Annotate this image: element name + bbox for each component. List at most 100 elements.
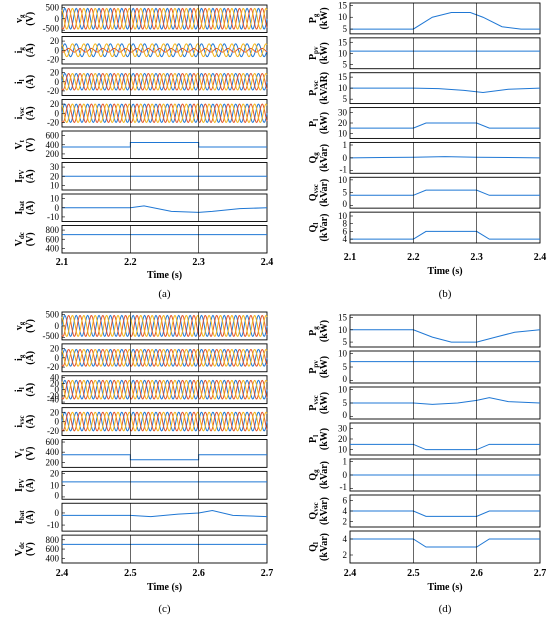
y-axis-unit: (A) (25, 75, 36, 89)
y-tick-label: 0 (55, 385, 60, 395)
phase-c-trace (61, 411, 268, 432)
y-tick-label: 20 (50, 36, 60, 46)
subplot-i-l: 200-20 il (A) (14, 67, 268, 96)
y-axis-unit: (kVar) (319, 214, 330, 242)
y-tick-label: 600 (46, 544, 60, 554)
y-tick-label: 600 (46, 234, 60, 244)
x-tick-label: 2.6 (192, 568, 205, 579)
y-axis-unit: (kW) (319, 356, 330, 378)
y-tick-label: 0 (343, 153, 348, 163)
signal-trace (350, 443, 540, 451)
phase-b-trace (61, 379, 268, 400)
subplot-Q-l: 4 2 Ql (kVar) (308, 530, 541, 564)
y-tick-label: 0 (343, 199, 348, 209)
panel-caption: (a) (158, 288, 171, 300)
subplot-Q-g: 10-1Qg (kVar) (308, 140, 541, 174)
y-tick-label: -20 (47, 391, 59, 401)
y-tick-label: 0 (55, 321, 60, 331)
y-tick-label: 400 (46, 140, 60, 150)
panel-caption: (b) (439, 288, 452, 300)
y-tick-label: 10 (50, 180, 60, 190)
x-tick-label: 2.3 (470, 252, 483, 263)
plot-frame (349, 350, 541, 384)
y-tick-label: 2 (343, 517, 348, 527)
subplot-P-g: 15 10 5 Pg (kW) (308, 0, 541, 35)
y-tick-label: 10 (338, 349, 348, 359)
plot-frame (349, 176, 541, 209)
phase-b-trace (61, 72, 268, 91)
signal-trace (350, 538, 540, 548)
y-tick-label: 10 (338, 128, 348, 138)
y-axis-label: Pl (308, 119, 320, 127)
phase-b-trace (61, 314, 268, 337)
y-tick-label: 20 (50, 469, 60, 479)
y-axis-label: Qg (308, 469, 320, 481)
y-axis-label: Vt (14, 139, 26, 149)
signal-trace (62, 205, 268, 213)
y-tick-label: 10 (338, 211, 348, 221)
y-tick-label: 600 (46, 131, 60, 141)
y-tick-label: 400 (46, 553, 60, 563)
phase-a-trace (61, 379, 268, 400)
subplot-i-vsc: 200-20 ivsc (A) (14, 407, 268, 436)
y-tick-label: 0 (55, 508, 60, 518)
y-tick-label: 5 (343, 188, 348, 198)
subplot-P-vsc: 10 5 0 Pvsc (kW) (308, 385, 541, 420)
signal-trace (350, 122, 540, 129)
subplot-i-g: 200-20 ig (A) (14, 36, 268, 65)
y-axis-label: il (14, 387, 26, 392)
y-tick-label: 1 (343, 457, 348, 467)
y-tick-label: 20 (50, 99, 60, 109)
plot-frame (61, 439, 268, 468)
y-tick-label: 6 (343, 495, 348, 505)
subplot-Q-vsc: 642 Qvsc (kVar) (308, 494, 541, 528)
subplot-Q-g: 10-1Qg (kVar) (308, 457, 541, 492)
y-axis-unit: (kVar) (319, 144, 330, 172)
y-tick-label: 10 (338, 12, 348, 22)
y-axis-unit: (kVar) (319, 461, 330, 489)
y-tick-label: 30 (338, 423, 348, 433)
phase-a-trace (61, 103, 268, 124)
y-tick-label: 0 (55, 417, 60, 427)
y-axis-label: Pl (308, 435, 320, 443)
y-tick-label: -10 (47, 212, 59, 222)
phase-c-trace (61, 348, 268, 367)
signal-trace (350, 230, 540, 240)
y-axis-label: Ppv (308, 360, 320, 374)
x-tick-label: 2.5 (124, 568, 137, 579)
y-axis-label: Qg (308, 152, 320, 164)
y-axis-unit: (A) (25, 43, 36, 57)
y-axis-label: Ql (308, 223, 320, 233)
y-tick-label: 0 (343, 410, 348, 420)
y-tick-label: -20 (47, 86, 59, 96)
y-axis-label: ivsc (14, 416, 26, 428)
y-tick-label: 0 (343, 374, 348, 384)
y-tick-label: 5 (343, 24, 348, 34)
y-tick-label: 15 (338, 0, 348, 10)
y-tick-label: 800 (46, 225, 60, 235)
y-axis-label: Qvsc (308, 184, 320, 201)
x-axis-label: Time (s) (427, 582, 462, 593)
y-axis-unit: (V) (25, 12, 36, 26)
y-tick-label: 40 (50, 372, 60, 382)
y-tick-label: -40 (47, 395, 59, 405)
y-axis-label: IPV (14, 170, 26, 183)
x-axis-label: Time (s) (147, 582, 182, 593)
x-tick-label: 2.1 (344, 252, 357, 263)
y-tick-label: 0 (55, 203, 60, 213)
y-tick-label: 0 (55, 490, 60, 500)
y-axis-unit: (kVar) (319, 497, 330, 525)
y-tick-label: 5 (343, 94, 348, 104)
plot-frame (61, 470, 268, 500)
subplot-i-vsc: 200-20 ivsc (A) (14, 99, 268, 128)
signal-trace (62, 454, 267, 461)
y-axis-label: Vdc (14, 232, 26, 246)
